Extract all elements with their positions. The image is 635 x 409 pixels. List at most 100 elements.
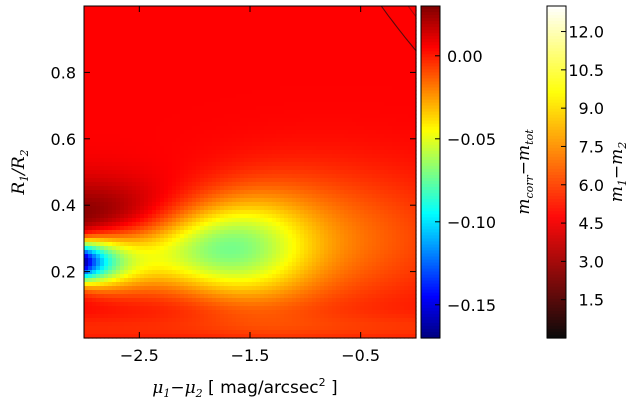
- heatmap-cell: [128, 306, 133, 311]
- heatmap-cell: [244, 6, 249, 11]
- heatmap-cell: [220, 294, 225, 299]
- heatmap-cell: [192, 198, 197, 203]
- heatmap-cell: [160, 102, 165, 107]
- heatmap-cell: [92, 90, 97, 95]
- heatmap-cell: [144, 246, 149, 251]
- heatmap-cell: [152, 10, 157, 15]
- heatmap-cell: [280, 26, 285, 31]
- heatmap-cell: [308, 86, 313, 91]
- heatmap-cell: [180, 258, 185, 263]
- heatmap-cell: [208, 254, 213, 259]
- heatmap-cell: [148, 198, 153, 203]
- heatmap-cell: [92, 42, 97, 47]
- heatmap-cell: [228, 114, 233, 119]
- heatmap-cell: [96, 246, 101, 251]
- heatmap-cell: [96, 162, 101, 167]
- heatmap-cell: [208, 10, 213, 15]
- heatmap-cell: [288, 26, 293, 31]
- heatmap-cell: [276, 10, 281, 15]
- heatmap-cell: [136, 146, 141, 151]
- heatmap-cell: [300, 274, 305, 279]
- heatmap-cell: [304, 46, 309, 51]
- heatmap-cell: [152, 182, 157, 187]
- heatmap-cell: [140, 90, 145, 95]
- heatmap-cell: [204, 174, 209, 179]
- heatmap-cell: [288, 214, 293, 219]
- heatmap-cell: [112, 10, 117, 15]
- heatmap-cell: [196, 314, 201, 319]
- heatmap-cell: [148, 310, 153, 315]
- heatmap-cell: [284, 330, 289, 335]
- heatmap-cell: [132, 6, 137, 11]
- heatmap-cell: [256, 82, 261, 87]
- heatmap-cell: [152, 30, 157, 35]
- heatmap-cell: [124, 182, 129, 187]
- heatmap-cell: [184, 242, 189, 247]
- heatmap-cell: [292, 74, 297, 79]
- heatmap-cell: [92, 282, 97, 287]
- heatmap-cell: [128, 106, 133, 111]
- heatmap-cell: [204, 262, 209, 267]
- heatmap-cell: [248, 90, 253, 95]
- heatmap-cell: [172, 134, 177, 139]
- heatmap-cell: [192, 90, 197, 95]
- heatmap-cell: [84, 102, 89, 107]
- heatmap-cell: [156, 46, 161, 51]
- heatmap-cell: [288, 98, 293, 103]
- heatmap-cell: [308, 130, 313, 135]
- heatmap-cell: [152, 6, 157, 11]
- heatmap-cell: [112, 226, 117, 231]
- heatmap-cell: [108, 286, 113, 291]
- heatmap-cell: [276, 298, 281, 303]
- heatmap-cell: [148, 186, 153, 191]
- heatmap-cell: [148, 214, 153, 219]
- heatmap-cell: [224, 126, 229, 131]
- heatmap-cell: [196, 306, 201, 311]
- heatmap-cell: [184, 118, 189, 123]
- heatmap-cell: [316, 270, 321, 275]
- heatmap-cell: [232, 38, 237, 43]
- heatmap-cell: [296, 294, 301, 299]
- heatmap-cell: [108, 218, 113, 223]
- heatmap-cell: [132, 242, 137, 247]
- heatmap-cell: [284, 210, 289, 215]
- heatmap-cell: [320, 234, 325, 239]
- heatmap-cell: [256, 26, 261, 31]
- heatmap-cell: [304, 222, 309, 227]
- heatmap-cell: [268, 198, 273, 203]
- heatmap-cell: [176, 282, 181, 287]
- heatmap-cell: [188, 310, 193, 315]
- heatmap-cell: [104, 194, 109, 199]
- heatmap-cell: [320, 42, 325, 47]
- heatmap-cell: [120, 310, 125, 315]
- heatmap-cell: [268, 302, 273, 307]
- heatmap-cell: [192, 78, 197, 83]
- heatmap-cell: [236, 66, 241, 71]
- heatmap-cell: [296, 26, 301, 31]
- heatmap-cell: [252, 322, 257, 327]
- heatmap-cell: [300, 306, 305, 311]
- heatmap-cell: [132, 318, 137, 323]
- heatmap-cell: [144, 306, 149, 311]
- heatmap-cell: [140, 62, 145, 67]
- heatmap-cell: [212, 30, 217, 35]
- heatmap-cell: [296, 286, 301, 291]
- heatmap-cell: [96, 66, 101, 71]
- heatmap-cell: [132, 10, 137, 15]
- heatmap-cell: [92, 122, 97, 127]
- heatmap-cell: [128, 286, 133, 291]
- heatmap-cell: [212, 162, 217, 167]
- heatmap-cell: [308, 78, 313, 83]
- heatmap-cell: [288, 294, 293, 299]
- heatmap-cell: [172, 286, 177, 291]
- heatmap-cell: [188, 186, 193, 191]
- heatmap-cell: [132, 162, 137, 167]
- heatmap-cell: [148, 238, 153, 243]
- heatmap-cell: [100, 114, 105, 119]
- heatmap-cell: [104, 330, 109, 335]
- heatmap-cell: [184, 298, 189, 303]
- heatmap-cell: [296, 182, 301, 187]
- heatmap-cell: [324, 78, 329, 83]
- heatmap-cell: [296, 230, 301, 235]
- heatmap-cell: [116, 118, 121, 123]
